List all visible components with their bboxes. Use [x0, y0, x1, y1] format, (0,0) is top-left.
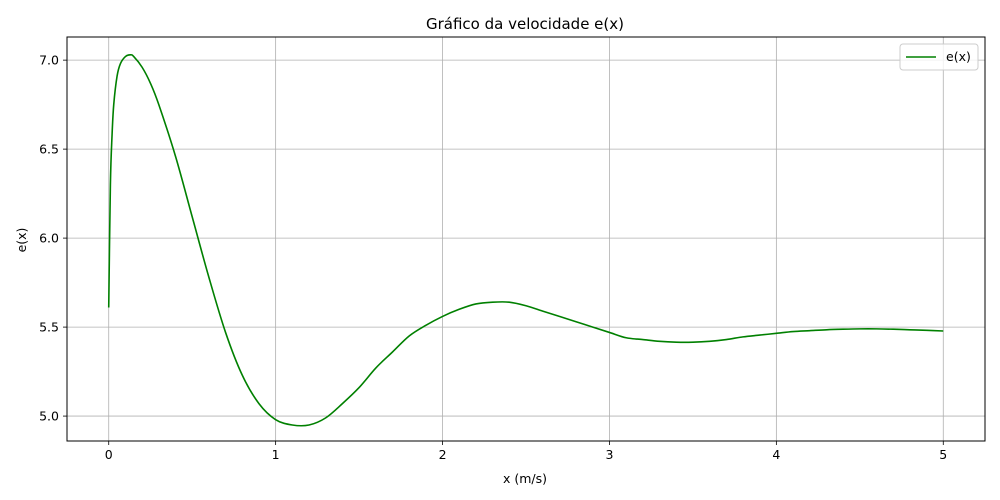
series-layer [107, 53, 944, 427]
y-tick-label: 7.0 [39, 53, 59, 68]
grid [67, 37, 985, 441]
x-tick-label: 0 [105, 447, 113, 462]
x-tick-label: 1 [272, 447, 280, 462]
series-line-e-x [107, 53, 944, 427]
legend-box [899, 43, 979, 71]
x-tick-label: 3 [605, 447, 613, 462]
y-tick-label: 6.5 [39, 142, 59, 157]
x-tick-label: 5 [939, 447, 947, 462]
y-tick-label: 5.5 [39, 320, 59, 335]
x-axis-label: x (m/s) [503, 471, 547, 486]
x-tick-label: 2 [439, 447, 447, 462]
y-tick-label: 6.0 [39, 231, 59, 246]
chart-title: Gráfico da velocidade e(x) [426, 15, 624, 33]
plot-frame [66, 36, 986, 442]
legend: e(x) [899, 43, 979, 71]
x-tick-label: 4 [772, 447, 780, 462]
y-tick-label: 5.0 [39, 409, 59, 424]
legend-label-e-x: e(x) [946, 49, 971, 64]
y-axis-label: e(x) [14, 228, 29, 253]
ticks: 0 1 2 3 4 5 5.0 5.5 6.0 6.5 7.0 [39, 53, 947, 462]
